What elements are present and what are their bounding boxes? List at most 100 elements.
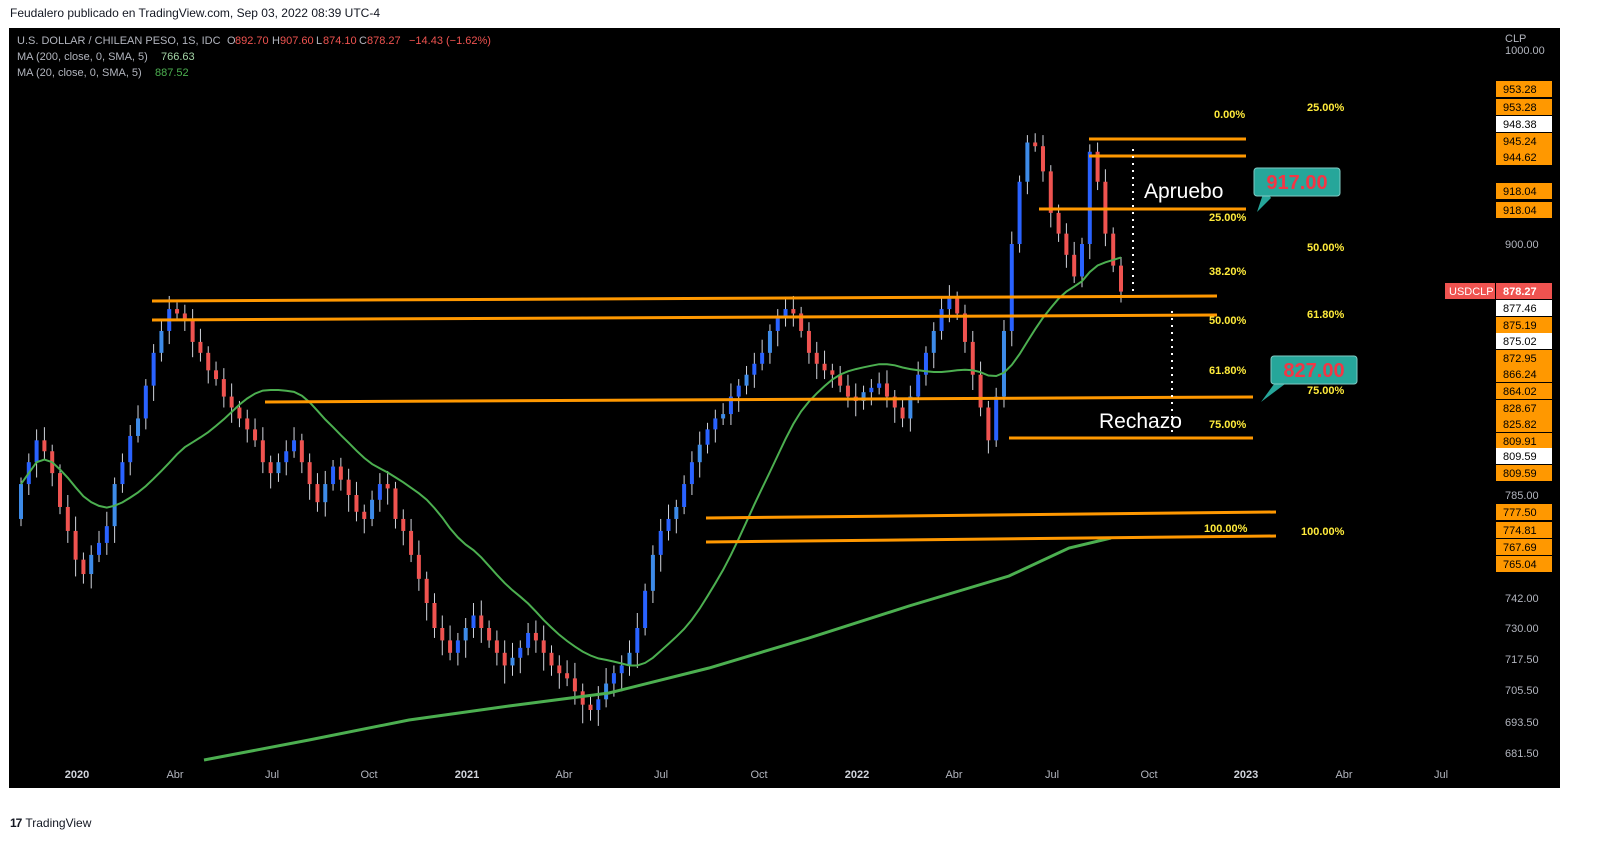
price-label-box-1 (1496, 99, 1552, 115)
price-label-box-17 (1496, 465, 1552, 481)
candle-body-7 (73, 530, 78, 560)
level-line-4 (705, 510, 1277, 520)
candle-body-85 (682, 484, 687, 507)
candle-body-67 (541, 640, 546, 653)
price-label-12: 864.02 (1503, 386, 1537, 398)
price-label-18: 777.50 (1503, 507, 1537, 519)
candle-body-42 (346, 479, 351, 495)
price-tick-4: 742.00 (1505, 593, 1539, 605)
candle-body-110 (877, 383, 882, 388)
tradingview-logo-icon: 17 (10, 816, 22, 830)
candle-body-128 (1017, 181, 1022, 244)
candle-body-133 (1056, 212, 1061, 234)
price-label-box-8 (1496, 317, 1552, 333)
candle-body-106 (845, 385, 850, 397)
current-price-value: 878.27 (1503, 286, 1537, 298)
price-label-box-4 (1496, 149, 1552, 165)
price-tick-5: 730.00 (1505, 623, 1539, 635)
candle-body-51 (416, 554, 421, 579)
time-tick-9: Abr (945, 769, 962, 781)
candle-body-64 (518, 647, 523, 658)
publisher-text: Feudalero publicado en TradingView.com, … (10, 6, 381, 20)
time-tick-14: Jul (1434, 769, 1448, 781)
candle-body-95 (760, 352, 765, 364)
candle-body-44 (362, 511, 367, 519)
price-label-15: 809.91 (1503, 436, 1537, 448)
candle-body-80 (643, 590, 648, 628)
moving-averages (20, 256, 1122, 762)
target-approve-box (1253, 167, 1341, 197)
candle-body-58 (471, 615, 476, 628)
candle-body-6 (65, 506, 70, 531)
price-label-box-20 (1496, 539, 1552, 555)
price-tick-0: 1000.00 (1505, 45, 1545, 57)
time-tick-3: Oct (360, 769, 377, 781)
price-label-box-7 (1496, 300, 1552, 316)
time-tick-1: Abr (166, 769, 183, 781)
candle-body-9 (89, 554, 94, 575)
price-label-box-13 (1496, 400, 1552, 416)
candle-body-121 (962, 313, 967, 342)
time-tick-5: Abr (555, 769, 572, 781)
candle-body-102 (814, 352, 819, 364)
candle-body-86 (689, 462, 694, 485)
candle-body-32 (268, 462, 273, 474)
candle-body-125 (994, 396, 999, 441)
price-label-0: 953.28 (1503, 84, 1537, 96)
time-tick-2: Jul (265, 769, 279, 781)
price-label-5: 918.04 (1503, 186, 1537, 198)
candle-body-129 (1025, 142, 1030, 182)
price-label-box-18 (1496, 504, 1552, 520)
candle-body-48 (393, 488, 398, 519)
current-price-box (1496, 283, 1552, 299)
candle-body-83 (666, 518, 671, 531)
candle-body-132 (1048, 171, 1053, 213)
target-reject-box (1270, 355, 1358, 385)
candle-body-55 (448, 640, 453, 653)
candle-body-49 (401, 518, 406, 531)
chart-frame[interactable]: 0.00% 25.00% 25.00% 50.00% 38.20% 61.80% 50.00… (9, 28, 1560, 788)
legend-open-value: 892.70 (235, 35, 269, 47)
price-label-box-10 (1496, 350, 1552, 366)
time-tick-4: 2021 (455, 769, 479, 781)
fib-label-5: 61.80% (1307, 309, 1345, 321)
legend-high-value: 907.60 (280, 35, 314, 47)
legend-close-value: 878.27 (367, 35, 401, 47)
candle-body-24 (206, 352, 211, 371)
candle-body-0 (19, 484, 23, 519)
candle-body-34 (284, 451, 289, 463)
price-label-box-5 (1496, 183, 1552, 199)
fib-label-11: 100.00% (1301, 526, 1345, 538)
candle-body-40 (331, 466, 336, 485)
time-tick-10: Jul (1045, 769, 1059, 781)
candle-body-68 (549, 652, 554, 666)
price-label-19: 774.81 (1503, 525, 1537, 537)
footer: 17 TradingView (10, 816, 91, 830)
time-tick-0: 2020 (65, 769, 89, 781)
candle-body-78 (627, 652, 632, 666)
price-label-2: 948.38 (1503, 119, 1537, 131)
candle-body-2 (34, 440, 39, 463)
fib-label-10: 100.00% (1204, 523, 1248, 535)
fib-label-9: 75.00% (1307, 385, 1345, 397)
footer-brand[interactable]: TradingView (25, 816, 92, 830)
price-label-3: 945.24 (1503, 136, 1537, 148)
candle-body-14 (128, 435, 133, 463)
price-axis-unit: CLP (1505, 33, 1526, 45)
candle-body-76 (611, 673, 616, 684)
time-tick-12: 2023 (1234, 769, 1258, 781)
approve-label: Apruebo (1144, 180, 1223, 203)
level-line-2 (264, 395, 1254, 404)
candle-body-117 (931, 330, 936, 353)
candle-body-17 (151, 352, 156, 386)
candle-body-126 (1001, 330, 1006, 397)
legend-high-label: H (272, 35, 280, 47)
fib-label-8: 75.00% (1209, 419, 1247, 431)
time-tick-13: Abr (1335, 769, 1352, 781)
candle-body-89 (713, 418, 718, 430)
price-chart[interactable]: 0.00% 25.00% 25.00% 50.00% 38.20% 61.80% 50.00… (9, 28, 1560, 788)
current-price-symbol: USDCLP (1449, 286, 1494, 298)
price-label-box-15 (1496, 433, 1552, 449)
candle-body-3 (42, 440, 47, 452)
candle-body-5 (58, 473, 63, 507)
